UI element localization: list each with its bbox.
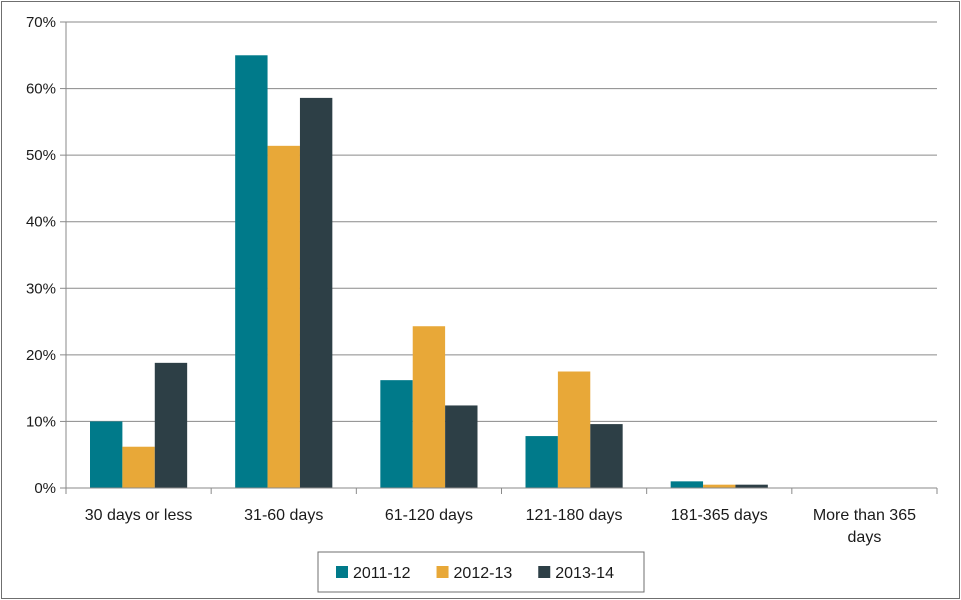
legend-label: 2013-14 (555, 565, 614, 582)
y-tick-label: 20% (26, 347, 56, 364)
bar (90, 421, 123, 488)
bar (670, 481, 704, 488)
x-category-label: 121-180 days (526, 507, 623, 524)
bar (557, 371, 591, 488)
y-tick-label: 0% (34, 480, 56, 497)
legend-swatch (436, 566, 449, 578)
bars (90, 55, 768, 489)
bar (235, 55, 268, 489)
bar (267, 145, 300, 488)
bar (735, 484, 768, 488)
bar (525, 436, 558, 488)
legend: 2011-12 2012-13 2013-14 (317, 551, 645, 593)
bar (122, 446, 155, 488)
gridlines (60, 21, 937, 489)
bar (445, 405, 478, 488)
legend-swatch (336, 566, 348, 578)
axes (65, 22, 938, 494)
y-tick-label: 10% (26, 413, 56, 430)
y-axis-tick-labels: 0% 10% 20% 30% 40% 50% 60% 70% (26, 14, 56, 497)
x-category-label: 30 days or less (85, 507, 193, 524)
x-category-label: 31-60 days (244, 507, 323, 524)
bar (590, 424, 623, 488)
x-axis-category-labels: 30 days or less 31-60 days 61-120 days 121-… (85, 507, 916, 546)
y-tick-label: 70% (26, 14, 56, 31)
legend-label: 2011-12 (353, 565, 411, 582)
y-tick-label: 40% (26, 214, 56, 231)
y-tick-label: 50% (26, 147, 56, 164)
y-tick-label: 30% (26, 280, 56, 297)
bar (380, 380, 413, 488)
bar (703, 484, 736, 488)
x-category-label: 61-120 days (385, 507, 473, 524)
bar (412, 326, 446, 488)
legend-box (317, 551, 645, 593)
legend-label: 2012-13 (454, 565, 513, 582)
x-category-label: 181-365 days (671, 507, 768, 524)
legend-swatch (538, 566, 551, 578)
bar (154, 362, 188, 488)
bar (299, 97, 333, 489)
y-tick-label: 60% (26, 81, 56, 98)
x-category-label: More than 365 days (813, 507, 916, 546)
